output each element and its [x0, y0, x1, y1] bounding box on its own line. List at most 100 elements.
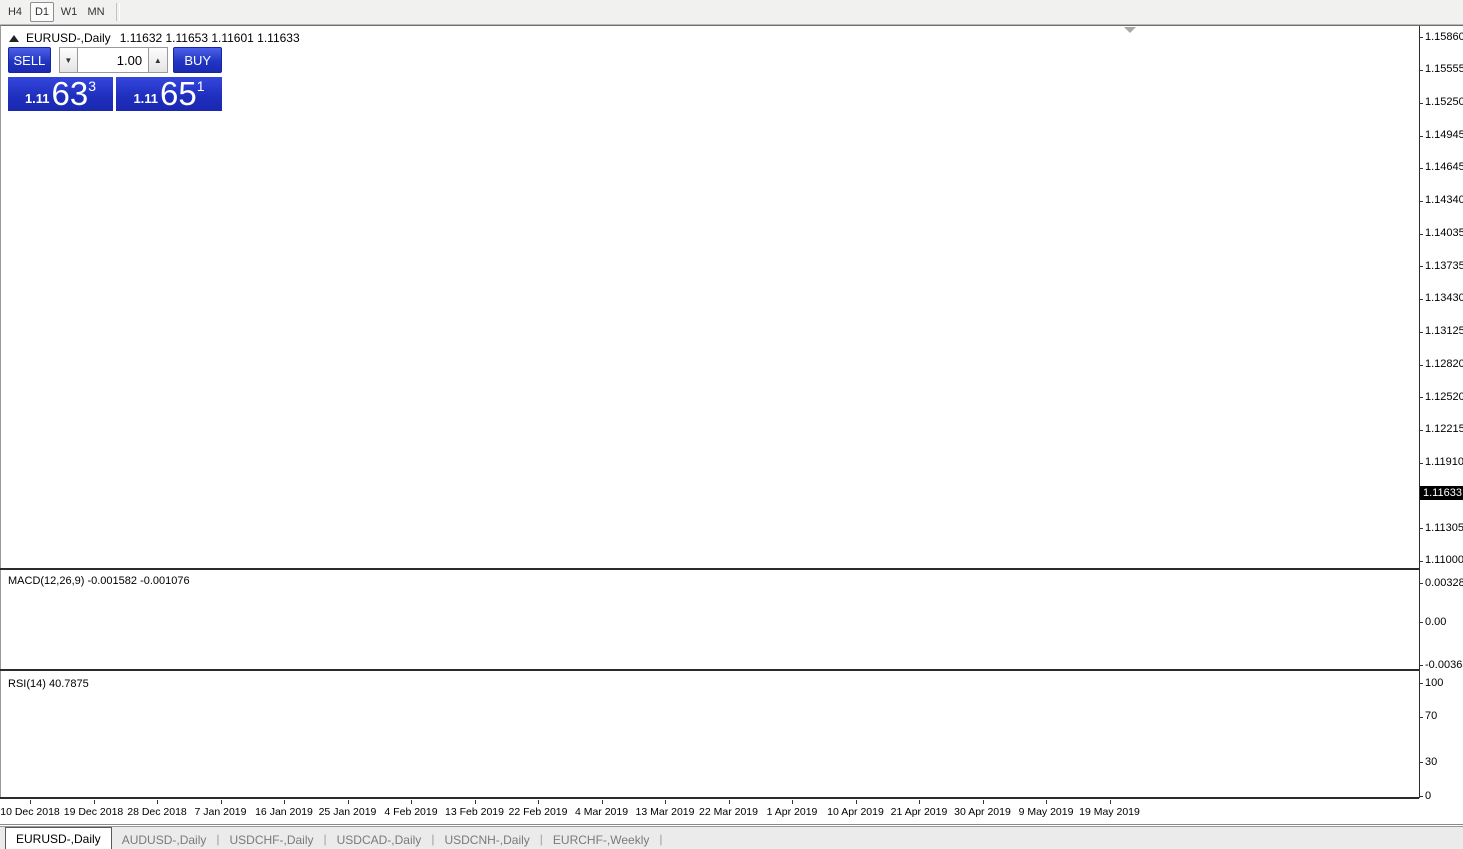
price-axis-label-tick [1419, 331, 1423, 333]
date-tick [601, 800, 603, 804]
price-axis-label: 1.11305 [1425, 521, 1463, 534]
rsi-axis-label: 70 [1425, 710, 1438, 723]
tab-separator: | [539, 831, 543, 846]
price-axis-label: 1.13430 [1425, 292, 1463, 305]
timeframe-button-mn[interactable]: MN [87, 6, 105, 18]
date-tick [538, 800, 539, 804]
macd-axis-label-tick [1419, 583, 1423, 584]
chart-ohlc-quote: 1.11632 1.11653 1.11601 1.11633 [119, 31, 300, 45]
price-axis-label-tick [1419, 298, 1423, 300]
date-axis-label: 28 Dec 2018 [127, 806, 187, 818]
price-axis-label-tick [1419, 364, 1423, 366]
rsi-axis-label-tick [1419, 716, 1423, 718]
price-axis-border [1419, 26, 1420, 798]
timeframe-buttons: H4 D1 W1 MN [0, 2, 108, 22]
date-tick [284, 800, 285, 804]
toolbar-separator [116, 3, 120, 21]
price-axis-label: 1.11910 [1425, 456, 1463, 469]
price-axis-label-tick [1419, 233, 1423, 235]
date-tick [1046, 800, 1047, 804]
date-tick [411, 800, 412, 804]
volume-increase-button[interactable]: ▲ [148, 47, 168, 73]
tab-separator: | [323, 831, 327, 846]
date-tick [792, 800, 793, 804]
rsi-axis-label-tick [1419, 796, 1423, 797]
rsi-axis-label-tick [1419, 762, 1423, 764]
date-tick [474, 800, 476, 804]
date-axis[interactable]: 10 Dec 2018 19 Dec 2018 28 Dec 2018 7 Jan 2… [0, 799, 1419, 824]
buy-price-display[interactable]: 1.11 65 1 [116, 75, 222, 111]
chart-tab-eurchf-weekly[interactable]: EURCHF-,Weekly [552, 832, 650, 847]
sell-button[interactable]: SELL [8, 47, 51, 73]
current-price-badge: 1.11633 [1420, 485, 1463, 500]
price-axis-label: 1.14945 [1425, 129, 1463, 142]
price-axis-label-tick [1419, 167, 1423, 169]
one-click-collapse-icon[interactable] [9, 34, 19, 42]
pane-separator-macd-rsi[interactable] [0, 669, 1419, 671]
date-axis-label: 25 Jan 2019 [318, 806, 377, 818]
price-axis-label-tick [1419, 69, 1423, 71]
macd-axis-label: -0.003659 [1425, 658, 1463, 671]
price-axis-label: 1.14340 [1425, 194, 1463, 207]
chart-tab-eurusd-daily[interactable]: EURUSD-,Daily [5, 827, 112, 849]
price-axis-label-tick [1419, 37, 1423, 38]
date-tick [982, 800, 984, 804]
sell-price-prefix: 1.11 [24, 91, 50, 106]
price-axis-label: 1.12820 [1425, 358, 1463, 371]
price-axis-label-tick [1419, 200, 1423, 202]
sell-price-point: 3 [88, 78, 97, 94]
rsi-axis-label-tick [1419, 683, 1423, 684]
macd-axis-label-tick [1419, 665, 1423, 667]
price-axis-label-tick [1419, 429, 1423, 431]
chart-tab-usdcad-daily[interactable]: USDCAD-,Daily [336, 832, 422, 847]
price-axis-label: 1.13125 [1425, 325, 1463, 338]
price-axis[interactable]: 1.15860 1.15555 1.15250 1.14945 1.14645 1.143… [1419, 26, 1463, 824]
date-axis-label: 19 May 2019 [1079, 806, 1140, 818]
sell-price-pips: 63 [51, 75, 89, 112]
date-tick [157, 800, 158, 804]
macd-axis-label-tick [1419, 622, 1423, 623]
chart-tab-usdcnh-daily[interactable]: USDCNH-,Daily [444, 832, 530, 847]
price-axis-label: 1.15250 [1425, 96, 1463, 109]
trade-panel-row2: 1.11 63 3 1.11 65 1 [8, 75, 222, 111]
macd-label: MACD(12,26,9) -0.001582 -0.001076 [8, 575, 190, 587]
date-tick [347, 800, 349, 804]
price-axis-label-tick [1419, 266, 1423, 268]
date-axis-label: 7 Jan 2019 [194, 806, 247, 818]
macd-axis-label: 0.003287 [1425, 576, 1463, 589]
volume-input[interactable]: 1.00 [78, 47, 149, 73]
chart-tab-usdchf-daily[interactable]: USDCHF-,Daily [229, 832, 314, 847]
price-axis-label: 1.12215 [1425, 423, 1463, 436]
pane-separator-main-macd[interactable] [0, 568, 1419, 570]
date-axis-label: 16 Jan 2019 [255, 806, 313, 818]
rsi-axis-label: 100 [1425, 676, 1444, 689]
volume-decrease-button[interactable]: ▼ [58, 47, 79, 73]
chart-window [0, 25, 1463, 825]
date-axis-label: 30 Apr 2019 [954, 806, 1011, 818]
date-tick [728, 800, 730, 804]
buy-button[interactable]: BUY [173, 47, 222, 73]
date-tick [919, 800, 920, 804]
trade-panel-row1: SELL ▼ 1.00 ▲ BUY [8, 47, 222, 73]
chart-title: EURUSD-,Daily 1.11632 1.11653 1.11601 1.… [9, 31, 300, 45]
timeframe-button-w1[interactable]: W1 [60, 6, 78, 18]
rsi-axis-label: 30 [1425, 755, 1438, 768]
timeframe-button-d1[interactable]: D1 [30, 2, 54, 22]
sell-price-display[interactable]: 1.11 63 3 [8, 75, 113, 111]
price-axis-label: 1.12520 [1425, 390, 1463, 403]
date-axis-label: 4 Mar 2019 [574, 806, 629, 818]
timeframe-button-h4[interactable]: H4 [7, 6, 23, 18]
price-axis-label: 1.15555 [1425, 63, 1463, 76]
date-axis-label: 9 May 2019 [1018, 806, 1074, 818]
date-tick [93, 800, 95, 804]
rsi-axis-label: 0 [1425, 789, 1432, 802]
scroll-to-end-icon[interactable] [1124, 27, 1136, 33]
price-axis-label-tick [1419, 102, 1423, 104]
date-tick [1109, 800, 1111, 804]
rsi-label: RSI(14) 40.7875 [8, 678, 89, 690]
price-axis-label-tick [1419, 135, 1423, 137]
price-axis-label: 1.13735 [1425, 259, 1463, 272]
chart-symbol-label: EURUSD-,Daily [26, 31, 111, 45]
chart-tab-audusd-daily[interactable]: AUDUSD-,Daily [121, 832, 207, 847]
